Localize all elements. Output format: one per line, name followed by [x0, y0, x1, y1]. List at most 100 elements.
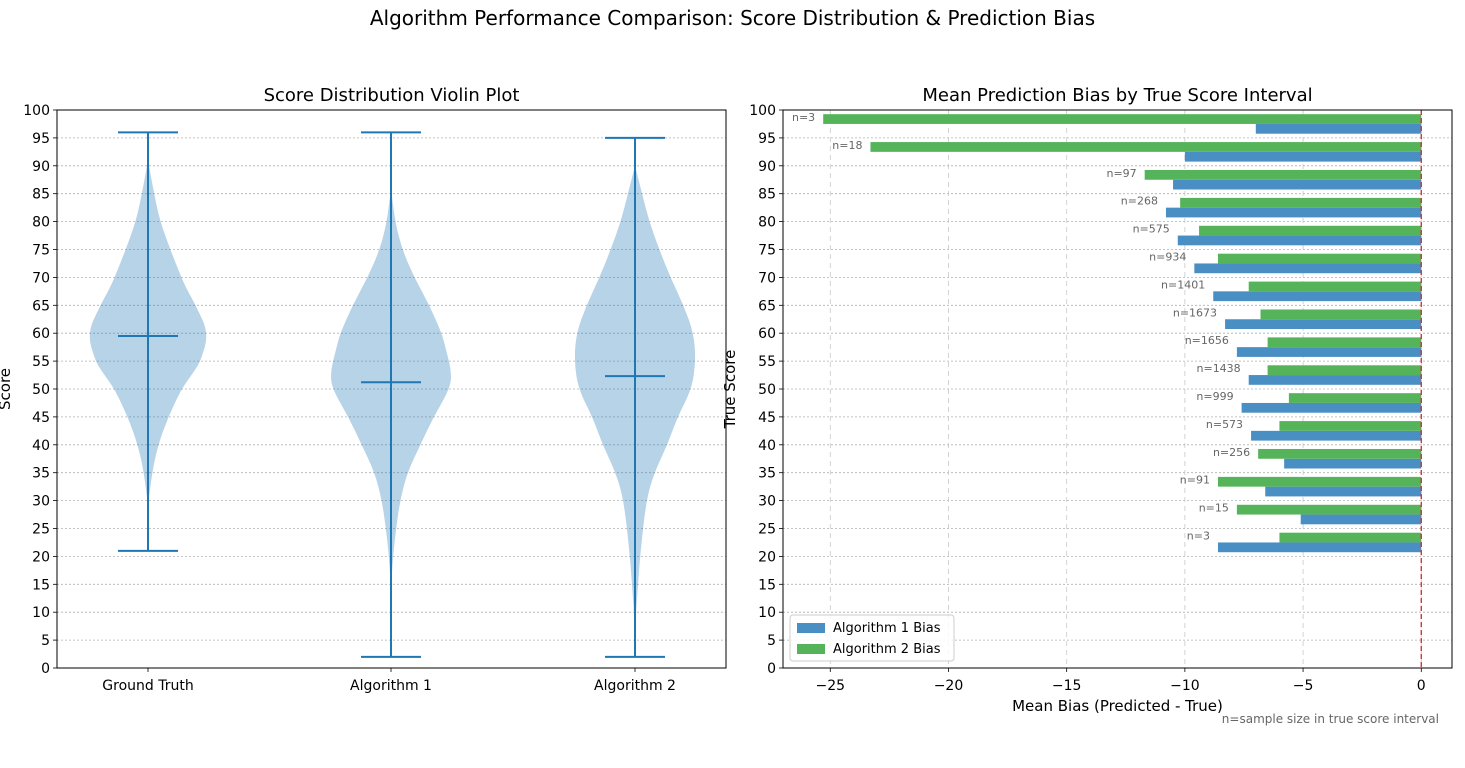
y-tick-label: 70: [32, 270, 50, 286]
sample-size-label: n=15: [1199, 502, 1229, 515]
y-tick-label: 55: [758, 354, 776, 370]
y-tick-label: 35: [32, 466, 50, 482]
y-tick-label: 80: [758, 215, 776, 231]
sample-size-label: n=1656: [1185, 334, 1229, 347]
algo1-bias-bar: [1194, 263, 1422, 274]
y-tick-label: 30: [32, 494, 50, 510]
y-tick-label: 45: [758, 410, 776, 426]
y-tick-label: 35: [758, 466, 776, 482]
sample-size-label: n=573: [1206, 418, 1243, 431]
plot-frame: [782, 109, 1453, 669]
legend-box: [789, 614, 955, 662]
algo1-bias-bar: [1241, 402, 1422, 413]
sample-size-label: n=268: [1121, 195, 1158, 208]
chart-title: Score Distribution Violin Plot: [264, 85, 520, 106]
algo2-bias-bar: [1217, 253, 1422, 264]
x-tick-label: Ground Truth: [102, 678, 193, 694]
y-tick-label: 85: [32, 187, 50, 203]
chart-title: Mean Prediction Bias by True Score Inter…: [922, 85, 1312, 106]
y-tick-label: 20: [32, 549, 50, 565]
y-tick-label: 10: [758, 605, 776, 621]
algo2-bias-bar: [1199, 225, 1422, 236]
algo2-bias-bar: [1260, 309, 1422, 320]
y-axis-label: True Score: [721, 350, 739, 430]
y-tick-label: 95: [758, 131, 776, 147]
algo2-bias-bar: [1267, 337, 1422, 348]
algo1-bias-bar: [1213, 291, 1422, 302]
sample-size-label: n=91: [1180, 474, 1210, 487]
algo2-bias-bar: [1217, 476, 1422, 487]
y-tick-label: 0: [767, 661, 776, 677]
y-tick-label: 65: [32, 298, 50, 314]
algo1-bias-bar: [1248, 375, 1422, 385]
bias-bar-chart: 0 5 10 15 20 25 30 35 40 45 50 55 60 65 70 75 80 85 90 95 10…: [721, 85, 1453, 715]
algo1-bias-bar: [1165, 207, 1422, 218]
sample-size-label: n=1401: [1161, 278, 1205, 291]
y-tick-label: 25: [758, 522, 776, 538]
x-tick-label: −5: [1293, 678, 1314, 694]
algo1-bias-bar: [1251, 430, 1422, 441]
y-tick-label: 15: [758, 577, 776, 593]
y-tick-label: 10: [32, 605, 50, 621]
legend-swatch: [797, 623, 825, 633]
sample-size-label: n=3: [1187, 529, 1210, 542]
y-tick-label: 40: [32, 438, 50, 454]
sample-size-label: n=256: [1213, 446, 1250, 459]
plot-frame: [56, 109, 727, 669]
algo2-bias-bar: [1267, 365, 1422, 376]
x-tick-label: −25: [816, 678, 846, 694]
y-tick-label: 60: [758, 326, 776, 342]
figure-title: Algorithm Performance Comparison: Score …: [369, 6, 1096, 30]
algo2-bias-bar: [1258, 448, 1422, 459]
y-tick-label: 55: [32, 354, 50, 370]
legend-label: Algorithm 1 Bias: [833, 621, 941, 636]
y-tick-label: 70: [758, 270, 776, 286]
sample-size-label: n=1438: [1197, 362, 1241, 375]
algo1-bias-bar: [1184, 151, 1422, 162]
y-tick-label: 50: [32, 382, 50, 398]
algo1-bias-bar: [1300, 514, 1422, 525]
algo2-bias-bar: [1279, 421, 1422, 431]
y-tick-label: 60: [32, 326, 50, 342]
y-tick-label: 100: [749, 103, 776, 119]
algo2-bias-bar: [1248, 281, 1422, 292]
x-tick-label: −10: [1170, 678, 1200, 694]
x-tick-label: −20: [934, 678, 964, 694]
sample-size-footnote: n=sample size in true score interval: [1221, 712, 1439, 726]
y-tick-label: 25: [32, 522, 50, 538]
algo1-bias-bar: [1265, 486, 1422, 497]
algo1-bias-bar: [1177, 235, 1422, 246]
y-tick-label: 100: [23, 103, 50, 119]
legend-label: Algorithm 2 Bias: [833, 642, 941, 657]
x-tick-label: Algorithm 2: [594, 678, 676, 694]
x-axis-label: Mean Bias (Predicted - True): [1012, 697, 1223, 715]
violin-chart: 0 5 10 15 20 25 30 35 40 45 50 55 60 65 70 75 80 85 90 95 10…: [0, 85, 727, 694]
x-tick-label: −15: [1052, 678, 1082, 694]
sample-size-label: n=3: [792, 111, 815, 124]
algo1-bias-bar: [1236, 347, 1422, 357]
x-tick-label: 0: [1417, 678, 1426, 694]
algo1-bias-bar: [1173, 179, 1422, 190]
y-tick-label: 5: [767, 633, 776, 649]
y-axis-label: Score: [0, 368, 14, 410]
algo2-bias-bar: [1288, 393, 1422, 403]
y-tick-label: 90: [758, 159, 776, 175]
algo2-bias-bar: [823, 114, 1422, 124]
y-tick-label: 45: [32, 410, 50, 426]
y-tick-label: 80: [32, 215, 50, 231]
algo1-bias-bar: [1284, 458, 1422, 469]
sample-size-label: n=999: [1196, 390, 1233, 403]
sample-size-label: n=18: [832, 139, 862, 152]
algo1-bias-bar: [1255, 123, 1422, 134]
algo2-bias-bar: [870, 142, 1422, 152]
y-tick-label: 75: [32, 243, 50, 259]
y-tick-label: 5: [41, 633, 50, 649]
algo1-bias-bar: [1217, 542, 1422, 553]
legend-swatch: [797, 644, 825, 654]
y-tick-label: 0: [41, 661, 50, 677]
algo2-bias-bar: [1236, 504, 1422, 515]
y-tick-label: 65: [758, 298, 776, 314]
y-tick-label: 95: [32, 131, 50, 147]
y-tick-label: 40: [758, 438, 776, 454]
